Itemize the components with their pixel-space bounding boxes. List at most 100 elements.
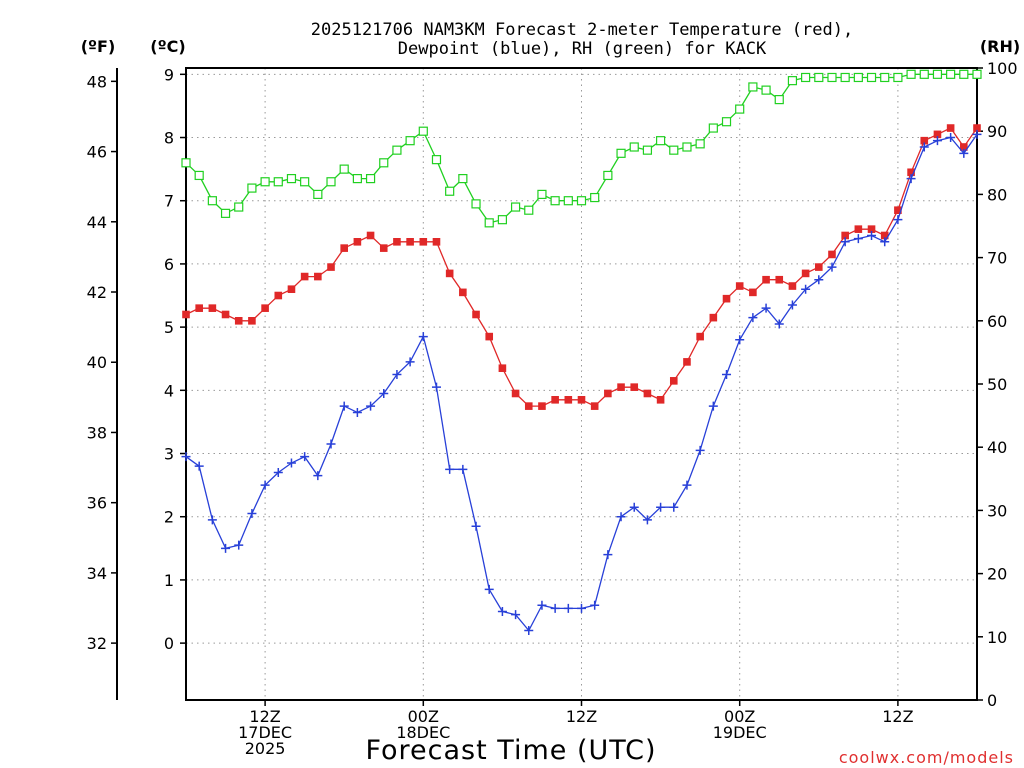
- fahrenheit-tick-label: 42: [87, 283, 107, 302]
- data-point: [313, 471, 323, 481]
- data-point: [551, 396, 559, 404]
- data-point: [708, 123, 718, 133]
- data-point: [300, 452, 310, 462]
- data-point: [485, 332, 494, 341]
- data-point: [405, 357, 415, 367]
- rh-tick-label: 0: [987, 691, 997, 710]
- data-point: [656, 396, 665, 404]
- fahrenheit-tick-label: 34: [87, 564, 107, 583]
- celsius-tick-label: 5: [164, 318, 174, 337]
- data-point: [616, 512, 626, 522]
- data-point: [234, 540, 244, 550]
- data-point: [972, 69, 982, 79]
- data-point: [195, 304, 203, 312]
- data-point: [708, 401, 718, 411]
- data-point: [459, 288, 467, 297]
- data-point: [603, 170, 613, 181]
- data-point: [788, 282, 797, 290]
- x-tick-label: 12Z: [249, 707, 280, 726]
- data-point: [484, 218, 494, 228]
- data-point: [260, 480, 270, 490]
- data-point: [550, 196, 560, 206]
- data-point: [538, 402, 546, 410]
- data-point: [973, 124, 981, 132]
- fahrenheit-tick-label: 38: [87, 423, 107, 442]
- data-point: [445, 464, 455, 474]
- data-point: [814, 72, 824, 83]
- data-point: [339, 164, 349, 174]
- data-point: [774, 94, 784, 105]
- data-point: [866, 72, 877, 83]
- data-point: [642, 515, 652, 525]
- data-point: [880, 72, 890, 83]
- fahrenheit-tick-label: 40: [87, 353, 107, 372]
- chart-title-line2: Dewpoint (blue), RH (green) for KACK: [398, 39, 767, 59]
- data-point: [827, 262, 837, 272]
- data-point: [300, 177, 310, 187]
- data-point: [603, 550, 613, 560]
- x-tick-label: 00Z: [408, 707, 439, 726]
- data-point: [352, 407, 362, 417]
- data-point: [682, 142, 692, 152]
- data-point: [774, 319, 784, 329]
- data-point: [497, 607, 507, 617]
- data-point: [471, 199, 481, 209]
- data-point: [761, 303, 771, 313]
- rh-tick-label: 30: [987, 501, 1007, 520]
- data-point: [893, 72, 903, 83]
- x-axis-title: Forecast Time (UTC): [365, 735, 656, 766]
- data-point: [550, 603, 560, 613]
- rh-tick-label: 100: [987, 59, 1018, 78]
- x-tick-label: 12Z: [882, 707, 913, 726]
- data-point: [458, 464, 468, 474]
- data-point: [735, 104, 745, 114]
- data-point: [656, 502, 666, 512]
- data-point: [445, 186, 455, 196]
- data-point: [629, 142, 639, 152]
- data-point: [590, 192, 600, 203]
- celsius-tick-label: 7: [164, 192, 174, 211]
- data-point: [801, 284, 811, 294]
- data-point: [286, 174, 297, 184]
- fahrenheit-tick-label: 48: [87, 72, 107, 91]
- data-point: [392, 145, 402, 155]
- data-point: [946, 133, 956, 143]
- rh-tick-label: 50: [987, 375, 1007, 394]
- data-point: [510, 202, 521, 212]
- axes: 0123456789010203040506070809010032343638…: [87, 59, 1018, 758]
- data-point: [497, 215, 507, 225]
- source-credit: coolwx.com/models: [839, 748, 1014, 767]
- data-point: [590, 402, 599, 410]
- data-point: [181, 158, 191, 168]
- data-point: [959, 148, 969, 158]
- data-point: [221, 543, 231, 553]
- data-point: [683, 358, 691, 366]
- data-point: [642, 145, 653, 155]
- data-point: [273, 177, 283, 187]
- data-point: [932, 69, 943, 79]
- data-point: [379, 158, 389, 168]
- fahrenheit-tick-label: 44: [87, 213, 107, 232]
- data-point: [669, 502, 679, 512]
- data-point: [352, 174, 362, 184]
- data-point: [313, 189, 323, 199]
- data-point: [867, 225, 876, 233]
- data-point: [431, 155, 442, 165]
- fahrenheit-tick-label: 32: [87, 634, 107, 653]
- data-point: [577, 603, 586, 613]
- data-series: [181, 69, 982, 635]
- data-point: [445, 269, 454, 278]
- data-point: [749, 288, 757, 297]
- data-point: [840, 72, 850, 83]
- data-point: [472, 310, 480, 319]
- data-point: [563, 196, 573, 206]
- data-point: [365, 174, 376, 184]
- data-point: [326, 177, 336, 187]
- data-point: [840, 237, 850, 247]
- data-point: [933, 130, 942, 139]
- data-point: [853, 234, 863, 244]
- data-point: [484, 584, 494, 594]
- celsius-unit-label: (ºC): [150, 37, 185, 56]
- rh-tick-label: 70: [987, 249, 1007, 268]
